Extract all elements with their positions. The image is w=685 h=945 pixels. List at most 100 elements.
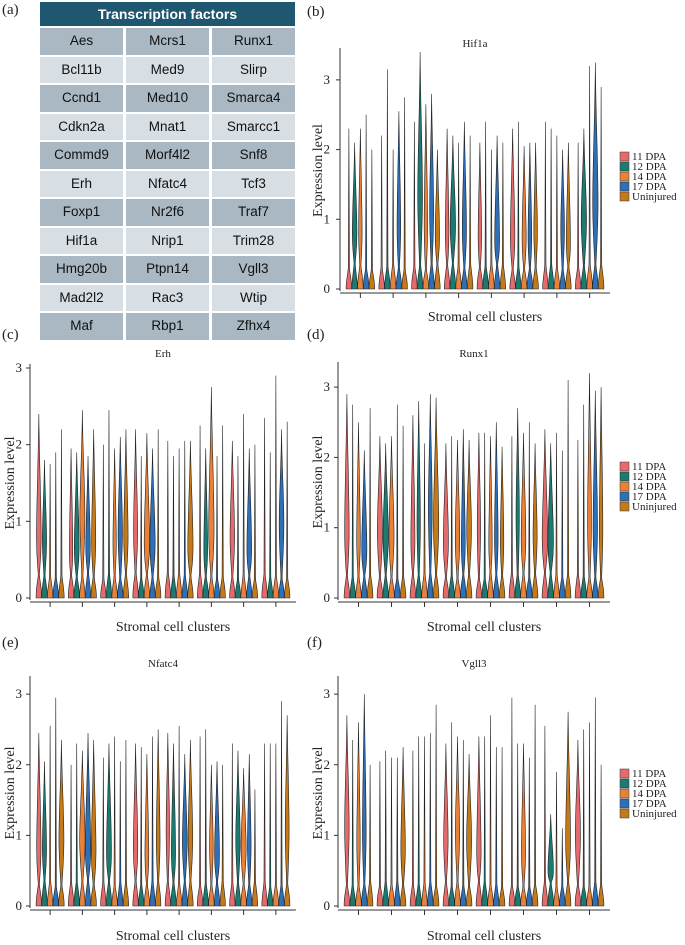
violin-mark [488, 149, 495, 290]
violin-mark [508, 436, 515, 599]
violin-mark [598, 764, 605, 907]
violin-mark [565, 711, 572, 907]
violin-mark [532, 443, 539, 599]
legend-swatch [619, 768, 630, 779]
table-cell: Traf7 [212, 199, 295, 226]
legend-label: 11 DPA [632, 151, 666, 163]
y-axis-label: Expression level [3, 746, 18, 839]
panel-label-f: (f) [307, 635, 322, 651]
violin-mark [574, 740, 581, 907]
table-cell: Rac3 [126, 284, 209, 311]
violin-mark [214, 761, 221, 907]
violin-mark [214, 456, 221, 599]
table-cell: Slirp [212, 56, 295, 83]
panel-label-b: (b) [307, 4, 325, 20]
legend-swatch [619, 191, 630, 202]
violin-mark [499, 142, 506, 290]
violin-plot-vgll3: Vgll3 0 1 2 3 Expression level Stromal cell cl… [311, 658, 677, 944]
violin-mark [499, 747, 506, 907]
legend-swatch [619, 151, 630, 162]
violin-mark [417, 51, 424, 290]
violin-mark [384, 69, 391, 290]
table-cell: Wtip [212, 284, 295, 311]
legend-swatch [619, 481, 630, 492]
violin-mark [433, 397, 440, 599]
violin-mark [73, 452, 80, 599]
y-axis-label: Expression level [311, 435, 326, 528]
transcription-factor-table: Aes Mcrs1 Runx1 Bcl11b Med9 Slirp Ccnd1 Med10 Sm… [40, 28, 295, 340]
violin-mark [454, 736, 461, 907]
y-tick-label: 1 [324, 211, 331, 226]
violin-mark [202, 729, 209, 907]
violin-mark [487, 436, 494, 599]
violin-mark [444, 128, 451, 290]
violin-mark [493, 747, 500, 907]
violin-mark [155, 429, 162, 599]
violin-mark [547, 814, 554, 907]
violin-mark [422, 104, 429, 290]
violin-mark [541, 429, 548, 599]
violin-mark [143, 754, 150, 907]
violin-mark [73, 743, 80, 907]
violin-mark [143, 433, 150, 599]
table-cell: Bcl11b [40, 56, 123, 83]
table-cell: Aes [40, 28, 123, 55]
violin-mark [251, 789, 258, 907]
violin-mark [363, 114, 370, 290]
violin-mark [197, 425, 204, 599]
y-tick-label: 3 [324, 379, 331, 394]
violin-mark [357, 128, 364, 290]
violin-mark [487, 715, 494, 907]
violin-mark [481, 736, 488, 907]
table-cell: Vgll3 [212, 256, 295, 283]
legend-label: 17 DPA [632, 491, 667, 503]
violin-mark [376, 436, 383, 599]
violin-mark [461, 121, 468, 290]
violin-mark [122, 429, 129, 599]
violin-mark [351, 142, 358, 290]
legend-label: 14 DPA [632, 481, 667, 493]
violin-mark [382, 750, 389, 907]
violin-mark [85, 732, 92, 907]
violin-mark [394, 757, 401, 907]
violin-mark [553, 135, 560, 290]
violin-mark [547, 443, 554, 599]
violin-mark [267, 743, 274, 907]
violin-mark [541, 725, 548, 907]
table-cell: Maf [40, 313, 123, 340]
violin-mark [349, 404, 356, 599]
table-cell: Morf4l2 [126, 142, 209, 169]
panel-label-a: (a) [2, 2, 19, 18]
violin-mark [197, 736, 204, 907]
violin-mark [586, 722, 593, 907]
violin-mark [343, 715, 350, 907]
violin-mark [565, 142, 572, 290]
table-cell: Cdkn2a [40, 113, 123, 140]
legend-swatch [619, 171, 630, 182]
violin-mark [598, 387, 605, 599]
table-cell: Snf8 [212, 142, 295, 169]
legend-label: 11 DPA [632, 461, 666, 473]
violin-mark [542, 121, 549, 290]
table-cell: Med10 [126, 85, 209, 112]
violin-mark [509, 128, 516, 290]
violin-mark [368, 149, 375, 290]
table-cell: Tcf3 [212, 170, 295, 197]
legend-label: 12 DPA [632, 778, 667, 790]
violin-mark [388, 436, 395, 599]
table-cell: Commd9 [40, 142, 123, 169]
plot-title: Vgll3 [461, 658, 487, 670]
violin-mark [105, 410, 112, 599]
violin-mark [58, 429, 65, 599]
violin-mark [234, 456, 241, 599]
violin-mark [234, 750, 241, 907]
panel-label-e: (e) [2, 635, 19, 651]
violin-mark [559, 450, 566, 599]
y-axis-label: Expression level [311, 124, 326, 217]
violin-mark [475, 432, 482, 599]
violin-mark [367, 408, 374, 599]
violin-mark [493, 422, 500, 599]
violin-mark [155, 729, 162, 907]
violin-mark [520, 432, 527, 599]
violin-mark [481, 432, 488, 599]
